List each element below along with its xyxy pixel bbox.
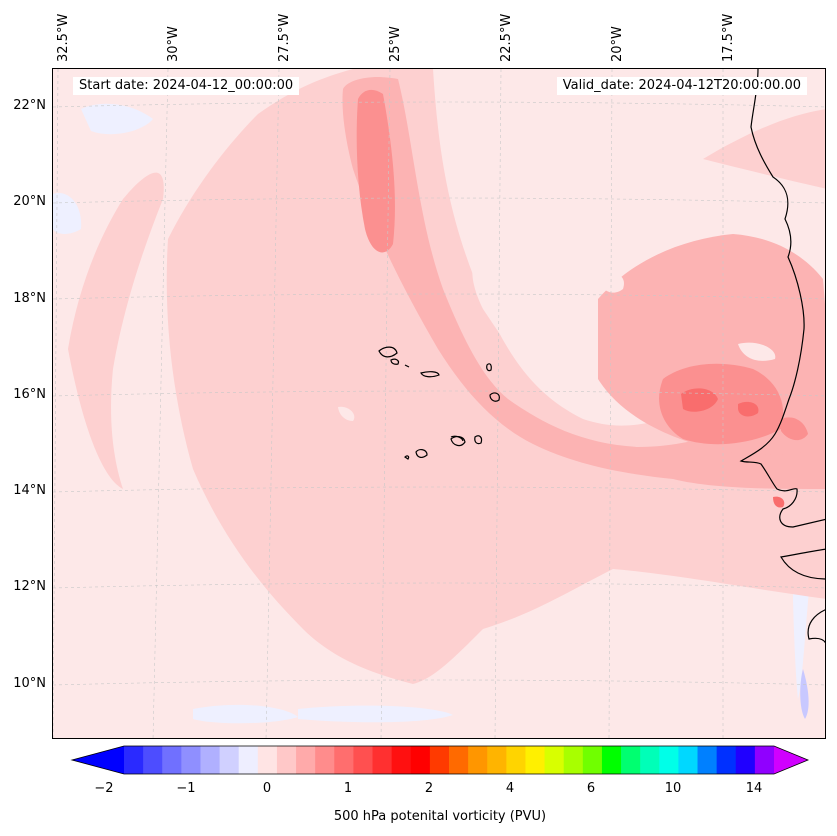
- colorbar-bin: [544, 746, 565, 774]
- pv-contour-level-1: [703, 109, 825, 189]
- lon-label: 32.5°W: [56, 13, 71, 62]
- colorbar-bin: [200, 746, 221, 774]
- pv-contour-level-3: [356, 89, 395, 253]
- colorbar-bin: [601, 746, 622, 774]
- colorbar-bin: [181, 746, 201, 774]
- pv-contour-level-0: [738, 342, 776, 361]
- colorbar-bin: [563, 746, 584, 774]
- lon-label: 30°W: [166, 26, 181, 62]
- pv-contour-level-0: [472, 264, 533, 369]
- pv-contour-level-4: [738, 401, 759, 417]
- valid-date-label: Valid_date: 2024-04-12T20:00:00.00: [556, 77, 807, 95]
- pv-contour-level-1: [166, 69, 825, 684]
- colorbar-bin: [315, 746, 335, 774]
- colorbar-bin: [506, 746, 526, 774]
- pv-negative-patch: [81, 103, 153, 135]
- pv-contour-level-4: [681, 388, 718, 412]
- colorbar-bin: [257, 746, 278, 774]
- colorbar-tick-label: 10: [664, 781, 682, 796]
- colorbar-extend-max: [774, 746, 808, 774]
- pv-contour-level-3: [659, 363, 784, 445]
- lon-label: 17.5°W: [721, 13, 736, 62]
- colorbar-extend-min: [72, 746, 124, 774]
- lon-label: 20°W: [610, 26, 625, 62]
- colorbar-bin: [334, 746, 354, 774]
- colorbar: [70, 745, 810, 775]
- pv-negative-patch: [298, 705, 453, 723]
- colorbar-outline: [70, 745, 810, 775]
- colorbar-bin: [697, 746, 718, 774]
- colorbar-bin: [238, 746, 259, 774]
- lon-label: 25°W: [388, 26, 403, 62]
- colorbar-bin: [143, 746, 163, 774]
- colorbar-tick-label: −1: [176, 781, 196, 796]
- colorbar-bin: [754, 746, 775, 774]
- pv-contour-level-0: [338, 406, 355, 421]
- colorbar-bin: [429, 746, 450, 774]
- pv-negative-patch: [53, 193, 82, 234]
- colorbar-bin: [162, 746, 182, 774]
- colorbar-bin: [276, 746, 297, 774]
- island-outlines: [378, 346, 500, 460]
- lat-label: 10°N: [13, 676, 46, 691]
- pv-contour-level-0: [598, 273, 624, 293]
- lat-label: 18°N: [13, 291, 46, 306]
- africa-coastline: [739, 69, 825, 644]
- lon-label: 22.5°W: [499, 13, 514, 62]
- colorbar-bin: [449, 746, 469, 774]
- pv-field-map: [53, 69, 825, 738]
- colorbar-tick-label: −2: [94, 781, 114, 796]
- colorbar-tick-label: 1: [343, 781, 353, 796]
- colorbar-tick-label: 4: [505, 781, 515, 796]
- lat-label: 22°N: [13, 98, 46, 113]
- pv-contour-level-3: [781, 417, 808, 441]
- colorbar-bin: [678, 746, 699, 774]
- map-panel: Start date: 2024-04-12_00:00:00 Valid_da…: [52, 68, 826, 739]
- colorbar-bin: [716, 746, 737, 774]
- pv-contour-level-4: [773, 496, 785, 508]
- colorbar-tick-label: 14: [745, 781, 763, 796]
- lat-label: 14°N: [13, 483, 46, 498]
- colorbar-bin: [353, 746, 374, 774]
- pv-negative-patch: [800, 669, 809, 719]
- colorbar-tick-label: 0: [262, 781, 272, 796]
- colorbar-label: 500 hPa potenital vorticity (PVU): [333, 809, 547, 824]
- colorbar-bin: [219, 746, 240, 774]
- start-date-label: Start date: 2024-04-12_00:00:00: [73, 77, 300, 95]
- colorbar-bin: [468, 746, 488, 774]
- colorbar-bin: [124, 746, 144, 774]
- colorbar-bin: [659, 746, 679, 774]
- graticule: [53, 69, 825, 738]
- colorbar-bin: [391, 746, 412, 774]
- pv-negative-patch: [193, 704, 298, 724]
- colorbar-tick-label: 2: [424, 781, 434, 796]
- lat-label: 16°N: [13, 387, 46, 402]
- colorbar-tick-label: 6: [586, 781, 596, 796]
- colorbar-bin: [525, 746, 546, 774]
- colorbar-bin: [487, 746, 507, 774]
- colorbar-bin: [621, 746, 641, 774]
- colorbar-bin: [735, 746, 756, 774]
- colorbar-bin: [410, 746, 431, 774]
- colorbar-bin: [372, 746, 393, 774]
- lon-label: 27.5°W: [277, 13, 292, 62]
- colorbar-bin: [296, 746, 316, 774]
- colorbar-bin: [640, 746, 660, 774]
- colorbar-bin: [582, 746, 603, 774]
- pv-contour-level-1: [68, 172, 164, 489]
- lat-label: 12°N: [13, 579, 46, 594]
- lat-label: 20°N: [13, 194, 46, 209]
